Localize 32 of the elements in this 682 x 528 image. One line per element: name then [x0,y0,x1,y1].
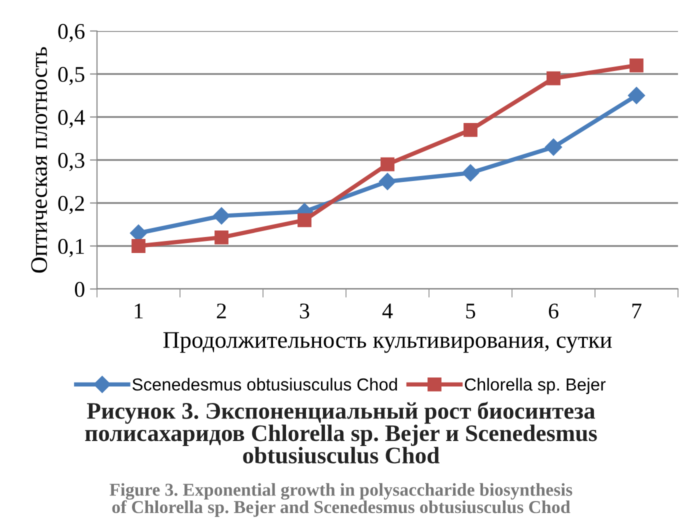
x-tick-label: 6 [548,304,558,319]
x-axis-title: Продолжительность культивирования, сутки [163,332,612,353]
point [380,157,394,172]
point [628,86,646,104]
y-tick-label: 0,5 [58,66,84,86]
legend-label: Chlorella sp. Bejer [464,378,606,394]
x-tick-label: 2 [216,304,226,318]
x-tick-label: 4 [382,304,393,318]
caption: Figure 3. Exponential growth in polysaccharide biosynthesis of Chlorella sp. Bejer and Scenedesmus obtusiusculus Chod [110,483,572,517]
y-tick-label: 0,1 [58,238,84,258]
point [378,172,396,190]
x-tick-label: 3 [300,304,310,319]
point [544,138,562,156]
y-tick-label: 0,2 [58,196,84,214]
point [462,164,480,182]
x-tick-label: 5 [466,304,476,319]
point [630,58,644,72]
y-tick-label: 0,4 [58,110,85,128]
text: Рисунок 3. Экспоненциальный рост биосинтеза полисахаридов Chlorella sp. Bejer и Scenedesmus obtusiusculus Chod [85,402,597,464]
x-tick-label: 7 [632,304,642,318]
point [546,71,560,86]
x-tick-label: 1 [134,304,143,318]
point [464,122,478,137]
legend-label: Scenedesmus obtusiusculus Chod [132,378,397,391]
y-tick-label: 0 [74,282,84,297]
y-tick-label: 0,3 [58,152,84,172]
y-tick-label: 0,6 [58,24,85,42]
point [212,207,230,224]
y-axis-title: Оптическая плотность [31,47,48,273]
point [132,239,146,253]
point [214,230,228,244]
point [298,213,312,228]
